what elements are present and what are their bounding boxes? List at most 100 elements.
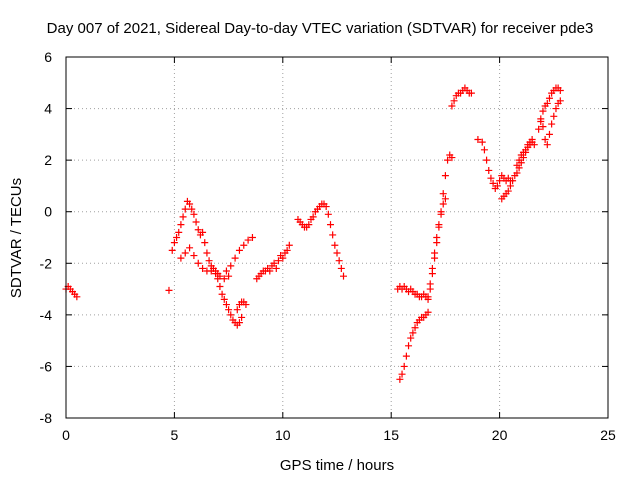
x-tick-label: 15 xyxy=(383,427,399,443)
data-point xyxy=(515,156,523,164)
data-point xyxy=(165,286,173,294)
series-14 xyxy=(474,136,514,193)
data-point xyxy=(480,146,488,154)
data-point xyxy=(545,130,553,138)
data-point xyxy=(435,221,443,229)
series-0 xyxy=(62,282,81,301)
data-points xyxy=(62,84,564,383)
data-point xyxy=(550,112,558,120)
x-tick-label: 0 xyxy=(62,427,70,443)
data-point xyxy=(225,306,233,314)
data-point xyxy=(240,241,248,249)
data-point xyxy=(411,324,419,332)
x-tick-label: 20 xyxy=(492,427,508,443)
data-point xyxy=(220,275,228,283)
series-9 xyxy=(394,282,432,303)
data-point xyxy=(279,254,287,262)
data-point xyxy=(309,213,317,221)
data-point xyxy=(545,94,553,102)
data-point xyxy=(168,246,176,254)
data-point xyxy=(305,221,313,229)
data-point xyxy=(398,370,406,378)
data-point xyxy=(441,195,449,203)
data-point xyxy=(478,138,486,146)
data-point xyxy=(227,262,235,270)
data-point xyxy=(506,182,514,190)
data-point xyxy=(537,115,545,123)
data-point xyxy=(235,246,243,254)
data-point xyxy=(543,99,551,107)
data-point xyxy=(220,295,228,303)
data-point xyxy=(233,306,241,314)
data-point xyxy=(424,293,432,301)
series-12 xyxy=(424,195,449,301)
data-point xyxy=(181,205,189,213)
data-point xyxy=(405,342,413,350)
data-point xyxy=(222,301,230,309)
x-tick-label: 10 xyxy=(275,427,291,443)
data-point xyxy=(522,146,530,154)
series-17 xyxy=(537,97,564,149)
data-point xyxy=(493,182,501,190)
data-point xyxy=(428,264,436,272)
data-point xyxy=(272,264,280,272)
series-3 xyxy=(177,244,233,283)
data-point xyxy=(335,257,343,265)
series-8 xyxy=(294,200,348,280)
data-point xyxy=(214,275,222,283)
series-5 xyxy=(222,234,256,275)
plot-frame xyxy=(65,56,609,419)
data-point xyxy=(331,241,339,249)
data-point xyxy=(439,190,447,198)
y-tick-label: 4 xyxy=(44,101,52,117)
data-point xyxy=(194,226,202,234)
data-point xyxy=(548,120,556,128)
data-point xyxy=(283,246,291,254)
data-point xyxy=(437,210,445,218)
data-point xyxy=(402,352,410,360)
data-point xyxy=(285,241,293,249)
series-2 xyxy=(168,197,222,278)
data-point xyxy=(190,252,198,260)
data-point xyxy=(340,272,348,280)
data-point xyxy=(337,264,345,272)
data-point xyxy=(528,136,536,144)
data-point xyxy=(513,169,521,177)
data-point xyxy=(248,234,256,241)
data-point xyxy=(216,282,224,290)
data-point xyxy=(179,213,187,221)
data-point xyxy=(190,210,198,218)
y-tick-label: -4 xyxy=(40,307,53,323)
series-4 xyxy=(214,275,246,329)
x-tick-label: 25 xyxy=(600,427,616,443)
data-point xyxy=(170,239,178,247)
y-axis-label: SDTVAR / TECUs xyxy=(8,177,25,299)
data-point xyxy=(441,172,449,180)
data-point xyxy=(266,267,274,275)
data-point xyxy=(539,107,547,115)
series-13 xyxy=(448,84,475,110)
chart-title: Day 007 of 2021, Sidereal Day-to-day VTE… xyxy=(46,20,594,37)
data-point xyxy=(483,156,491,164)
data-point xyxy=(535,125,543,133)
data-point xyxy=(541,136,549,144)
data-point xyxy=(556,87,564,95)
data-point xyxy=(487,174,495,182)
data-point xyxy=(448,102,456,110)
y-tick-label: 2 xyxy=(44,152,52,168)
data-point xyxy=(242,301,250,309)
data-point xyxy=(194,259,202,267)
y-tick-label: -8 xyxy=(40,410,53,426)
data-point xyxy=(177,221,185,229)
data-point xyxy=(439,200,447,208)
data-point xyxy=(513,161,521,169)
data-point xyxy=(73,293,81,301)
data-point xyxy=(444,156,452,164)
data-point xyxy=(212,270,220,278)
data-point xyxy=(238,313,246,321)
data-point xyxy=(489,179,497,187)
data-point xyxy=(199,264,207,272)
data-point xyxy=(186,200,194,208)
data-point xyxy=(274,257,282,265)
